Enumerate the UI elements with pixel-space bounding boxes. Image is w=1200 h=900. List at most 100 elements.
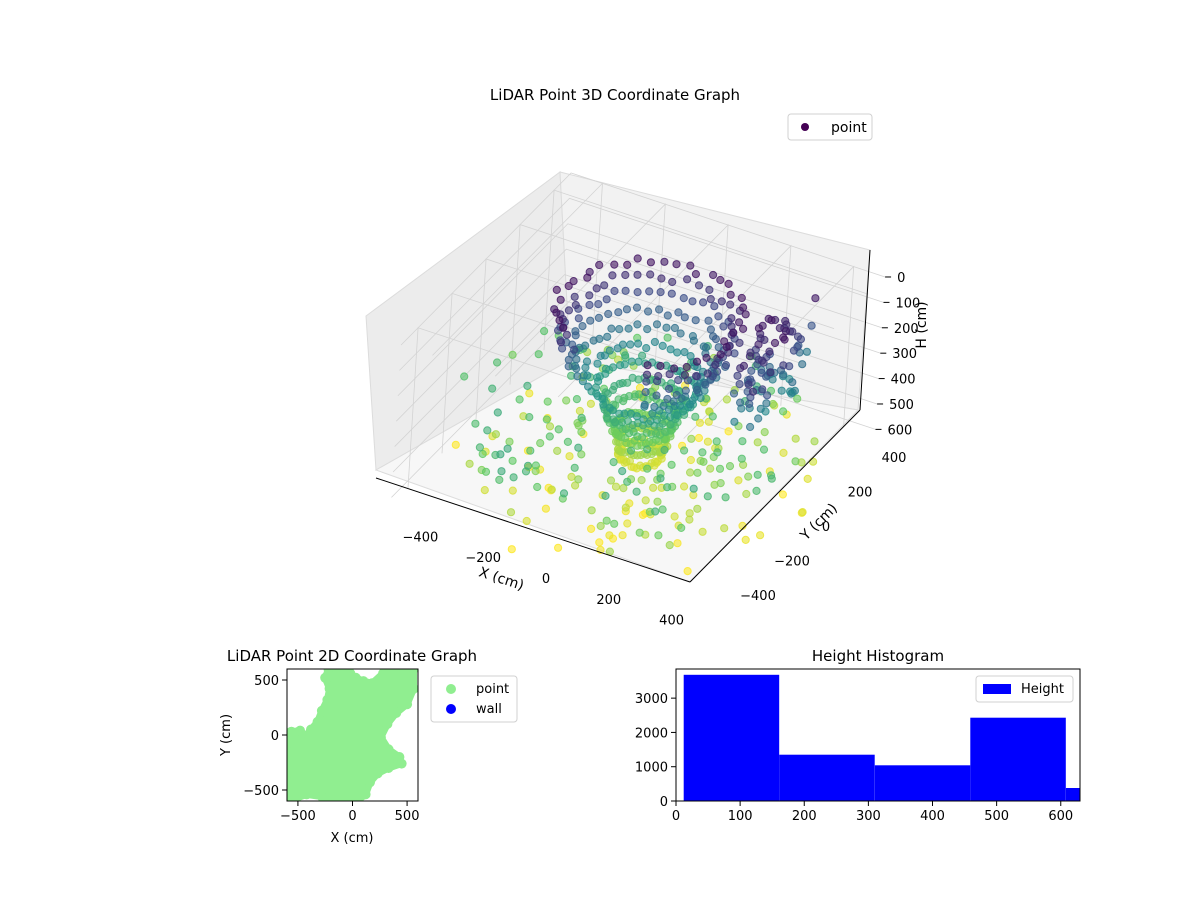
data-point-3d: [739, 361, 749, 370]
data-point-3d: [680, 446, 689, 455]
data-point-3d: [555, 316, 564, 325]
x-tick-label-2d: −500: [280, 809, 316, 824]
data-point-2d: [287, 796, 295, 801]
scatter-2d-points: [287, 669, 418, 801]
data-point-3d: [564, 355, 573, 364]
data-point-3d: [716, 275, 725, 285]
data-point-3d: [798, 360, 807, 369]
data-point-3d: [545, 432, 554, 441]
data-point-3d: [711, 335, 721, 344]
data-point-3d: [716, 479, 725, 488]
data-point-3d: [655, 305, 664, 314]
data-point-3d: [665, 370, 674, 379]
data-point-2d: [316, 791, 327, 801]
y-tick-label-2d: 0: [271, 729, 279, 744]
data-point-3d: [611, 418, 620, 427]
data-point-2d: [391, 669, 402, 677]
legend-2d-marker-point: [446, 684, 456, 694]
data-point-3d: [699, 298, 708, 307]
data-point-3d: [567, 472, 576, 481]
histogram-bar: [970, 717, 1066, 801]
data-point-3d: [656, 474, 665, 483]
data-point-3d: [569, 277, 578, 286]
data-point-3d: [746, 422, 755, 432]
histogram-title: Height Histogram: [812, 647, 944, 665]
y-tick-label-hist: 0: [660, 795, 668, 810]
data-point-2d: [383, 744, 394, 755]
data-point-2d: [367, 678, 378, 689]
data-point-3d: [556, 295, 565, 304]
data-point-3d: [693, 468, 702, 477]
y-tick-label-hist: 2000: [635, 726, 668, 741]
data-point-3d: [547, 485, 556, 494]
data-point-3d: [562, 396, 571, 405]
data-point-3d: [572, 364, 581, 373]
data-point-3d: [658, 341, 667, 350]
x-tick-label-hist: 300: [856, 809, 881, 824]
x-tick-label-3d: −200: [465, 551, 501, 566]
data-point-2d: [298, 733, 309, 744]
data-point-3d: [465, 459, 474, 468]
data-point-3d: [735, 338, 744, 347]
data-point-3d: [721, 493, 730, 502]
x-tick-label-3d: −400: [403, 530, 439, 545]
data-point-3d: [741, 535, 750, 545]
x-tick-label-hist: 0: [672, 809, 680, 824]
data-point-3d: [627, 357, 637, 366]
data-point-3d: [525, 389, 534, 398]
data-point-3d: [623, 477, 632, 486]
data-point-3d: [574, 314, 583, 323]
data-point-3d: [689, 336, 699, 345]
data-point-3d: [754, 324, 764, 333]
data-point-2d: [360, 789, 371, 800]
data-point-3d: [540, 327, 549, 336]
data-point-3d: [584, 382, 593, 391]
data-point-3d: [585, 291, 594, 300]
data-point-3d: [646, 258, 656, 267]
data-point-3d: [592, 284, 601, 293]
data-point-3d: [577, 427, 586, 437]
data-point-3d: [571, 300, 580, 310]
x-axis-line: [375, 477, 691, 583]
data-point-3d: [748, 387, 758, 396]
data-point-3d: [699, 457, 708, 466]
data-point-3d: [582, 357, 592, 366]
data-point-3d: [667, 289, 676, 298]
data-point-3d: [594, 313, 604, 322]
data-point-3d: [667, 460, 676, 469]
data-point-3d: [704, 417, 713, 426]
data-point-2d: [408, 669, 418, 674]
data-point-3d: [706, 325, 716, 334]
data-point-3d: [460, 372, 469, 381]
data-point-3d: [646, 270, 655, 279]
data-point-3d: [659, 401, 668, 410]
data-point-3d: [709, 270, 718, 280]
data-point-3d: [638, 351, 647, 360]
data-point-3d: [635, 528, 644, 537]
data-point-3d: [608, 271, 617, 280]
data-point-3d: [717, 297, 726, 306]
data-point-3d: [515, 395, 524, 404]
data-point-3d: [745, 352, 755, 361]
data-point-3d: [595, 538, 604, 547]
data-point-3d: [672, 390, 681, 400]
data-point-2d: [396, 758, 407, 769]
data-point-3d: [695, 418, 705, 427]
data-point-3d: [542, 415, 551, 424]
data-point-3d: [674, 308, 683, 317]
data-point-3d: [570, 463, 579, 472]
data-point-3d: [726, 300, 735, 309]
grid-line-h: [397, 223, 883, 397]
chart-histogram: Height Histogram 0 100 200 300 400 500 600 0 100…: [635, 647, 1081, 824]
data-point-3d: [680, 348, 689, 357]
data-point-3d: [572, 395, 582, 404]
data-point-2d: [334, 796, 345, 801]
data-point-3d: [628, 373, 637, 382]
z-tick-label-3d: 400: [891, 373, 916, 388]
data-point-3d: [471, 419, 480, 428]
data-point-3d: [573, 372, 582, 381]
data-point-3d: [673, 348, 682, 357]
data-point-3d: [624, 324, 633, 333]
grid-line-h: [400, 172, 886, 346]
